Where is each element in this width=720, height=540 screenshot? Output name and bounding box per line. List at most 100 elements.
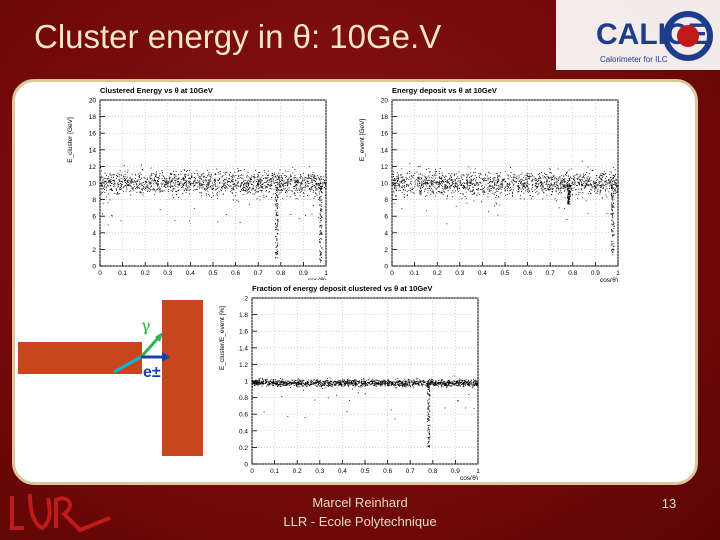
scatter-point xyxy=(313,178,315,180)
scatter-point xyxy=(610,171,612,173)
scatter-point xyxy=(570,185,572,187)
scatter-point xyxy=(255,192,257,194)
scatter-point xyxy=(261,379,263,381)
scatter-point xyxy=(565,175,567,176)
scatter-point xyxy=(445,382,447,384)
scatter-point xyxy=(408,185,410,187)
scatter-point xyxy=(435,181,437,183)
scatter-point xyxy=(459,187,461,189)
scatter-point xyxy=(493,178,495,180)
scatter-point xyxy=(125,179,127,181)
scatter-point xyxy=(389,382,391,383)
scatter-point xyxy=(479,177,481,179)
scatter-point xyxy=(351,380,353,382)
scatter-point xyxy=(102,185,103,187)
scatter-point xyxy=(112,174,114,176)
scatter-point xyxy=(568,190,570,191)
scatter-point xyxy=(109,174,111,176)
scatter-point xyxy=(282,173,284,174)
scatter-point xyxy=(615,184,617,186)
scatter-point xyxy=(165,181,167,183)
scatter-point xyxy=(568,183,570,185)
scatter-point xyxy=(472,183,474,185)
scatter-point xyxy=(614,180,616,182)
scatter-point xyxy=(368,382,369,384)
scatter-point xyxy=(568,178,570,180)
scatter-point xyxy=(430,382,432,384)
scatter-point xyxy=(406,184,407,186)
scatter-point xyxy=(307,181,309,183)
scatter-point xyxy=(399,181,401,182)
scatter-point xyxy=(447,181,449,183)
scatter-point xyxy=(229,181,231,182)
scatter-point xyxy=(515,181,517,183)
scatter-point xyxy=(326,378,328,379)
scatter-point xyxy=(444,183,446,185)
scatter-point xyxy=(290,382,292,384)
scatter-point xyxy=(292,172,294,174)
scatter-point xyxy=(541,189,543,191)
scatter-point xyxy=(401,181,403,183)
scatter-point xyxy=(273,188,275,190)
scatter-point xyxy=(364,381,366,383)
scatter-point xyxy=(594,185,596,187)
scatter-point xyxy=(276,177,278,179)
scatter-point xyxy=(473,191,475,193)
scatter-point xyxy=(343,380,344,382)
scatter-point xyxy=(560,186,562,188)
scatter-point xyxy=(311,180,313,182)
scatter-point xyxy=(601,197,603,199)
scatter-point xyxy=(413,192,415,194)
scatter-point xyxy=(116,175,117,177)
scatter-point xyxy=(313,380,315,382)
scatter-point xyxy=(118,185,120,187)
scatter-point xyxy=(199,187,201,188)
scatter-point xyxy=(498,196,500,198)
scatter-point xyxy=(594,189,596,191)
scatter-point xyxy=(600,174,602,176)
scatter-point xyxy=(614,183,616,185)
scatter-point xyxy=(254,379,256,381)
scatter-point xyxy=(228,181,230,183)
scatter-point xyxy=(497,181,499,183)
scatter-point xyxy=(139,191,141,193)
scatter-point xyxy=(117,183,119,185)
scatter-point xyxy=(133,187,134,189)
scatter-point xyxy=(167,183,169,185)
scatter-point xyxy=(262,382,264,384)
scatter-point xyxy=(440,381,442,383)
scatter-point xyxy=(446,381,448,383)
scatter-point xyxy=(267,381,269,383)
scatter-point xyxy=(241,190,243,192)
scatter-point xyxy=(175,176,177,178)
scatter-point xyxy=(535,183,537,184)
scatter-point xyxy=(213,180,215,182)
scatter-point xyxy=(249,180,251,182)
scatter-point xyxy=(473,383,475,385)
scatter-point xyxy=(468,383,470,385)
scatter-point xyxy=(294,177,296,179)
scatter-point xyxy=(123,187,125,189)
scatter-point xyxy=(510,172,512,174)
scatter-point xyxy=(338,379,340,381)
y-axis-label: E_cluster/E_event [%] xyxy=(219,306,226,370)
scatter-point xyxy=(525,185,527,187)
scatter-point xyxy=(384,381,386,383)
scatter-point xyxy=(465,188,467,190)
scatter-point xyxy=(510,189,512,191)
scatter-point xyxy=(280,384,282,386)
scatter-point xyxy=(615,182,616,184)
scatter-point xyxy=(418,379,420,381)
scatter-point xyxy=(259,195,261,197)
scatter-point xyxy=(113,181,115,183)
scatter-point xyxy=(304,186,306,188)
scatter-point xyxy=(145,181,147,183)
scatter-point xyxy=(233,189,235,191)
scatter-point xyxy=(432,181,434,183)
scatter-point xyxy=(573,175,574,177)
scatter-point xyxy=(378,380,380,382)
scatter-point xyxy=(458,383,460,384)
scatter-point xyxy=(556,179,558,181)
scatter-point xyxy=(606,179,608,181)
scatter-point xyxy=(411,187,413,189)
